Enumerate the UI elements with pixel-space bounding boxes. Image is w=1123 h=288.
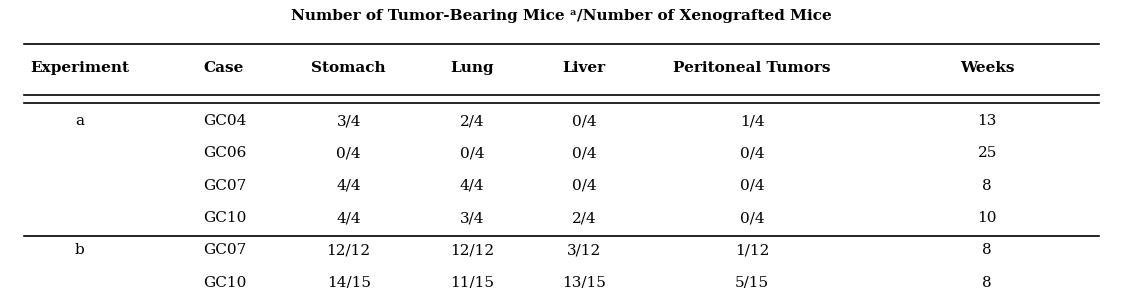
Text: 2/4: 2/4 — [459, 114, 484, 128]
Text: 2/4: 2/4 — [572, 211, 596, 225]
Text: 3/12: 3/12 — [567, 243, 601, 257]
Text: 0/4: 0/4 — [740, 146, 765, 160]
Text: 0/4: 0/4 — [337, 146, 360, 160]
Text: a: a — [75, 114, 84, 128]
Text: 0/4: 0/4 — [459, 146, 484, 160]
Text: Experiment: Experiment — [30, 61, 129, 75]
Text: GC04: GC04 — [203, 114, 246, 128]
Text: Stomach: Stomach — [311, 61, 386, 75]
Text: 13/15: 13/15 — [562, 276, 605, 288]
Text: Weeks: Weeks — [960, 61, 1014, 75]
Text: 10: 10 — [977, 211, 997, 225]
Text: 12/12: 12/12 — [327, 243, 371, 257]
Text: Peritoneal Tumors: Peritoneal Tumors — [673, 61, 831, 75]
Text: Lung: Lung — [450, 61, 494, 75]
Text: 0/4: 0/4 — [572, 114, 596, 128]
Text: Case: Case — [203, 61, 244, 75]
Text: 0/4: 0/4 — [740, 179, 765, 193]
Text: 0/4: 0/4 — [572, 179, 596, 193]
Text: 0/4: 0/4 — [740, 211, 765, 225]
Text: GC10: GC10 — [203, 211, 246, 225]
Text: 8: 8 — [983, 243, 992, 257]
Text: 0/4: 0/4 — [572, 146, 596, 160]
Text: 3/4: 3/4 — [337, 114, 360, 128]
Text: 4/4: 4/4 — [459, 179, 484, 193]
Text: 8: 8 — [983, 276, 992, 288]
Text: Number of Tumor-Bearing Mice ᵃ/Number of Xenografted Mice: Number of Tumor-Bearing Mice ᵃ/Number of… — [291, 9, 832, 22]
Text: GC07: GC07 — [203, 179, 246, 193]
Text: 8: 8 — [983, 179, 992, 193]
Text: 1/4: 1/4 — [740, 114, 765, 128]
Text: 25: 25 — [977, 146, 997, 160]
Text: 4/4: 4/4 — [337, 179, 360, 193]
Text: GC10: GC10 — [203, 276, 246, 288]
Text: GC07: GC07 — [203, 243, 246, 257]
Text: 12/12: 12/12 — [450, 243, 494, 257]
Text: b: b — [75, 243, 84, 257]
Text: 14/15: 14/15 — [327, 276, 371, 288]
Text: 1/12: 1/12 — [734, 243, 769, 257]
Text: 4/4: 4/4 — [337, 211, 360, 225]
Text: Liver: Liver — [563, 61, 605, 75]
Text: 3/4: 3/4 — [459, 211, 484, 225]
Text: GC06: GC06 — [203, 146, 246, 160]
Text: 5/15: 5/15 — [734, 276, 769, 288]
Text: 11/15: 11/15 — [450, 276, 494, 288]
Text: 13: 13 — [977, 114, 997, 128]
